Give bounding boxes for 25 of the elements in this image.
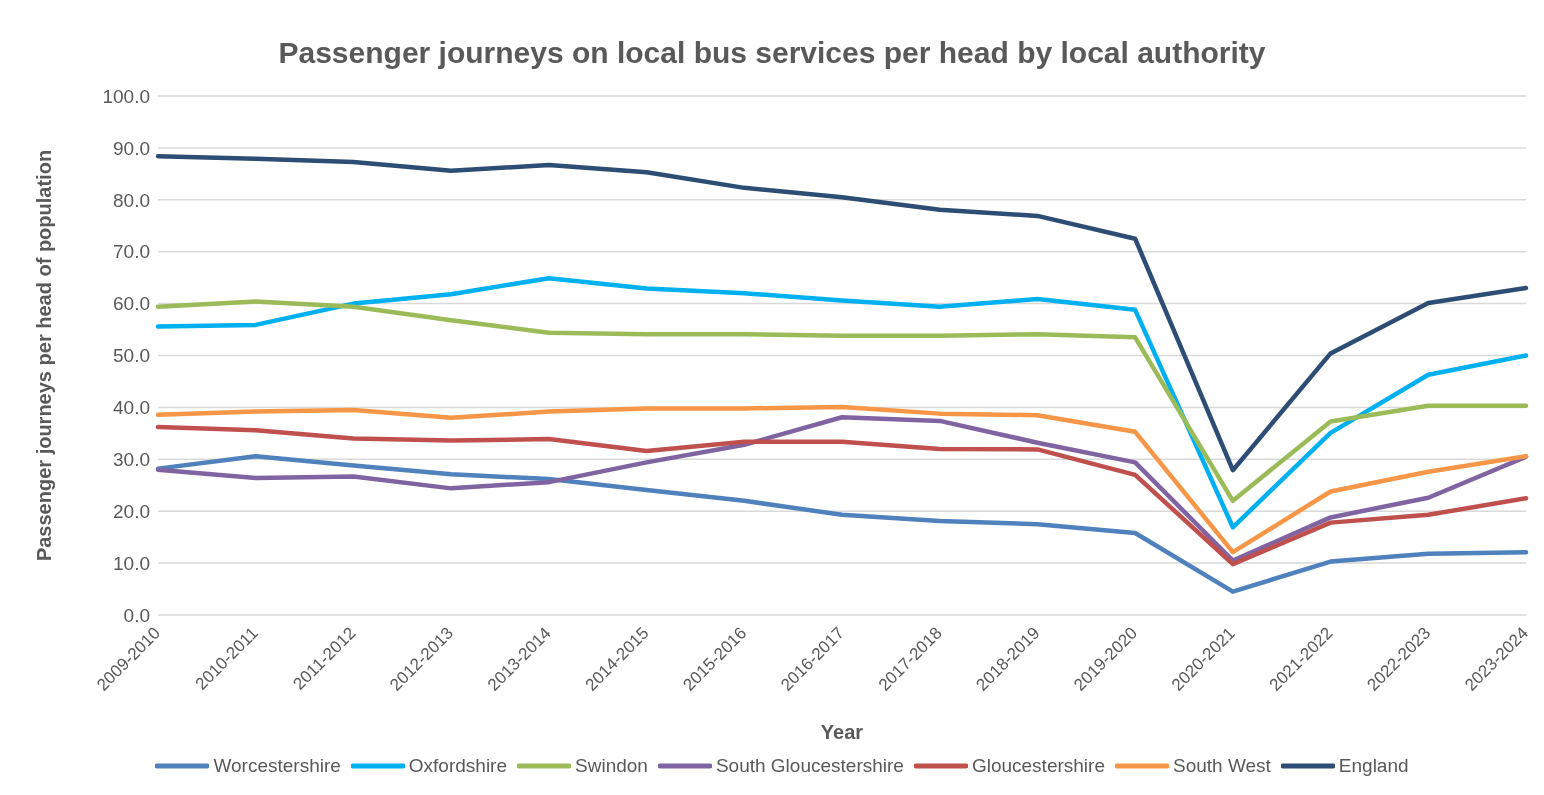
- y-tick-label: 50.0: [113, 345, 150, 367]
- legend-label: South Gloucestershire: [715, 755, 904, 777]
- y-tick-label: 20.0: [113, 500, 150, 522]
- y-tick-label: 10.0: [113, 552, 150, 574]
- legend-label: Gloucestershire: [971, 755, 1105, 777]
- y-tick-label: 30.0: [113, 449, 150, 471]
- y-tick-label: 90.0: [113, 137, 150, 159]
- chart-title: Passenger journeys on local bus services per head by local authority: [278, 36, 1266, 69]
- line-series: [155, 299, 1529, 504]
- y-tick-label: 0.0: [123, 604, 150, 626]
- line-series: [155, 153, 1529, 473]
- y-tick-label: 100.0: [102, 85, 150, 107]
- legend-label: Worcestershire: [213, 755, 341, 777]
- y-axis-title: Passenger journeys per head of population: [33, 149, 56, 562]
- legend-label: Swindon: [575, 755, 648, 777]
- legend-label: Oxfordshire: [408, 755, 508, 777]
- y-tick-label: 70.0: [113, 241, 150, 263]
- y-tick-label: 40.0: [113, 397, 150, 419]
- line-series: [155, 275, 1529, 530]
- y-tick-label: 80.0: [113, 189, 150, 211]
- legend-label: England: [1338, 755, 1409, 777]
- line-series: [155, 453, 1529, 594]
- x-axis-title: Year: [820, 721, 864, 743]
- y-tick-label: 60.0: [113, 293, 150, 315]
- legend-label: South West: [1172, 755, 1271, 777]
